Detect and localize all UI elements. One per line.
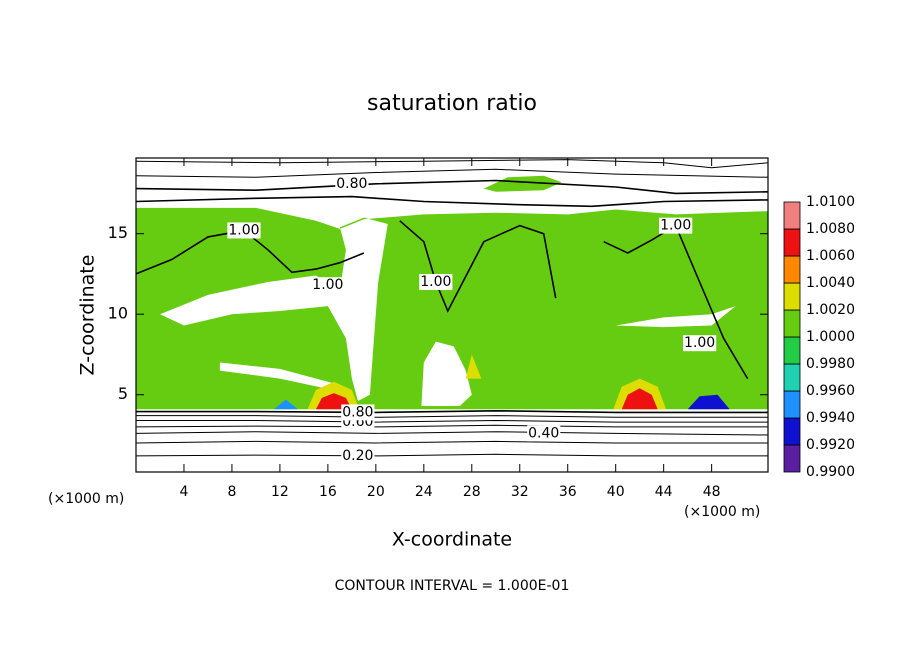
contour-label: 0.40 — [528, 425, 559, 441]
field — [136, 159, 768, 457]
contour-line — [136, 159, 768, 169]
x-tick-label: 16 — [319, 484, 337, 500]
contour-label-bg — [335, 175, 369, 192]
colorbar-swatch — [783, 363, 801, 392]
x-tick-label: 4 — [180, 484, 189, 500]
contour-label-bg — [341, 404, 375, 421]
contour-label-bg — [659, 217, 693, 234]
region — [273, 399, 298, 410]
colorbar-label: 1.0040 — [806, 275, 855, 291]
x-tick-label: 28 — [463, 484, 481, 500]
region — [483, 175, 562, 192]
contour-line — [136, 229, 365, 275]
colorbar-swatch — [783, 336, 801, 365]
y-unit-label: (×1000 m) — [48, 491, 124, 507]
contour-label-bg — [527, 425, 561, 442]
contour-label: 1.00 — [228, 222, 259, 238]
y-tick-label: 5 — [118, 384, 128, 403]
contour-line — [136, 195, 768, 208]
contour-line — [136, 419, 768, 423]
colorbar-label: 0.9940 — [806, 410, 855, 426]
colorbar-swatch — [783, 417, 801, 446]
colorbar-label: 1.0060 — [806, 248, 855, 264]
colorbar-swatch — [783, 309, 801, 338]
x-unit-label: (×1000 m) — [684, 504, 760, 520]
y-tick-label: 15 — [108, 223, 128, 242]
x-tick-label: 24 — [415, 484, 433, 500]
contour-label: 0.20 — [342, 448, 373, 464]
x-tick-label: 48 — [703, 484, 721, 500]
contour-line — [136, 168, 768, 178]
contour-label: 1.00 — [312, 277, 343, 293]
plot-frame — [135, 157, 769, 473]
x-axis-label: X-coordinate — [392, 529, 512, 551]
x-tick-label: 12 — [271, 484, 289, 500]
contour-line — [136, 415, 768, 418]
contour-label: 0.80 — [336, 176, 367, 192]
x-tick-label: 20 — [367, 484, 385, 500]
x-tick-label: 36 — [559, 484, 577, 500]
contour-label-bg — [683, 335, 717, 352]
colorbar-swatch — [783, 201, 801, 230]
x-tick-label: 8 — [227, 484, 236, 500]
region — [465, 354, 482, 379]
contour-line — [136, 424, 768, 428]
colorbar-label: 0.9920 — [806, 437, 855, 453]
x-tick-label: 44 — [655, 484, 673, 500]
y-tick-label: 10 — [108, 304, 128, 323]
contour-line — [399, 220, 557, 313]
contour-label: 0.80 — [342, 404, 373, 420]
region — [136, 207, 768, 410]
colorbar-label: 1.0100 — [806, 194, 855, 210]
chart-title: saturation ratio — [367, 91, 537, 116]
colorbar-swatch — [783, 282, 801, 311]
contour-label: 1.00 — [420, 274, 451, 290]
contour-line — [136, 431, 768, 436]
contour-label-bg — [419, 273, 453, 290]
contour-label-bg — [311, 277, 345, 294]
colorbar-swatch — [783, 228, 801, 257]
contour-line — [136, 179, 768, 195]
x-tick-label: 40 — [607, 484, 625, 500]
colorbar-label: 0.9900 — [806, 464, 855, 480]
region — [687, 394, 730, 410]
colorbar-label: 1.0080 — [806, 221, 855, 237]
colorbar-label: 0.9960 — [806, 383, 855, 399]
contour-line — [136, 453, 768, 457]
contour-line — [136, 440, 768, 444]
colorbar-label: 0.9980 — [806, 356, 855, 372]
contour-label-bg — [227, 222, 261, 239]
contour-label-bg — [341, 447, 375, 464]
y-axis-label: Z-coordinate — [77, 255, 99, 376]
contour-label: 1.00 — [660, 218, 691, 234]
colorbar-swatch — [783, 390, 801, 419]
colorbar-label: 1.0020 — [806, 302, 855, 318]
colorbar-swatch — [783, 444, 801, 473]
x-tick-label: 32 — [511, 484, 529, 500]
colorbar-swatch — [783, 255, 801, 284]
footnote: CONTOUR INTERVAL = 1.000E-01 — [335, 578, 570, 594]
contour-line — [136, 409, 768, 414]
contour-label: 1.00 — [684, 335, 715, 351]
colorbar-label: 1.0000 — [806, 329, 855, 345]
region — [621, 388, 658, 410]
